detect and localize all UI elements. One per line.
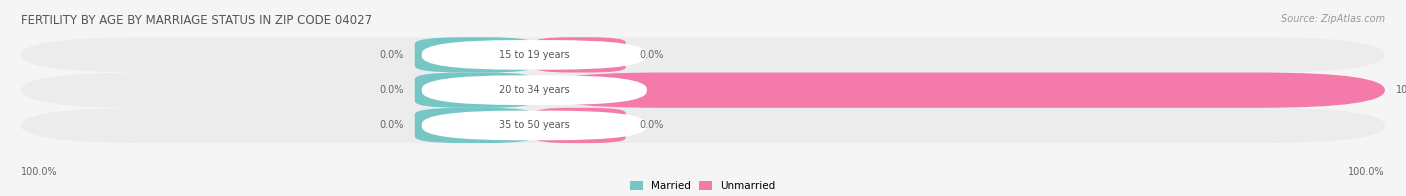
- Text: 100.0%: 100.0%: [1348, 167, 1385, 178]
- FancyBboxPatch shape: [21, 37, 1385, 73]
- Text: FERTILITY BY AGE BY MARRIAGE STATUS IN ZIP CODE 04027: FERTILITY BY AGE BY MARRIAGE STATUS IN Z…: [21, 14, 373, 27]
- Text: 35 to 50 years: 35 to 50 years: [499, 120, 569, 131]
- Text: 100.0%: 100.0%: [21, 167, 58, 178]
- Text: 0.0%: 0.0%: [380, 50, 404, 60]
- FancyBboxPatch shape: [534, 37, 626, 73]
- FancyBboxPatch shape: [422, 40, 647, 70]
- Text: 0.0%: 0.0%: [380, 85, 404, 95]
- Text: 0.0%: 0.0%: [380, 120, 404, 131]
- Text: 20 to 34 years: 20 to 34 years: [499, 85, 569, 95]
- FancyBboxPatch shape: [415, 73, 534, 108]
- Text: Source: ZipAtlas.com: Source: ZipAtlas.com: [1281, 14, 1385, 24]
- Legend: Married, Unmarried: Married, Unmarried: [630, 181, 776, 191]
- FancyBboxPatch shape: [415, 108, 534, 143]
- FancyBboxPatch shape: [534, 108, 626, 143]
- FancyBboxPatch shape: [415, 37, 534, 73]
- Text: 0.0%: 0.0%: [640, 120, 664, 131]
- Text: 0.0%: 0.0%: [640, 50, 664, 60]
- FancyBboxPatch shape: [422, 75, 647, 105]
- Text: 100.0%: 100.0%: [1396, 85, 1406, 95]
- FancyBboxPatch shape: [21, 73, 1385, 108]
- FancyBboxPatch shape: [21, 108, 1385, 143]
- FancyBboxPatch shape: [534, 73, 1385, 108]
- Text: 15 to 19 years: 15 to 19 years: [499, 50, 569, 60]
- FancyBboxPatch shape: [422, 111, 647, 140]
